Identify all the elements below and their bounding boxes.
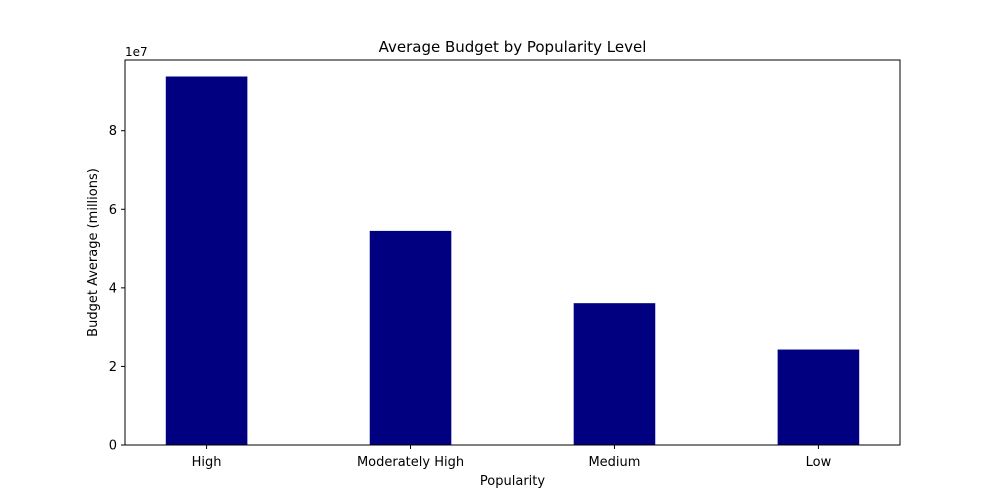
x-axis-ticks: High Moderately High Medium Low — [192, 445, 832, 470]
bar — [369, 230, 452, 445]
y-axis-ticks: 0 2 4 6 8 — [109, 124, 125, 454]
y-tick-label: 4 — [109, 281, 117, 296]
y-axis-label: Budget Average (millions) — [86, 168, 101, 337]
y-tick-label: 2 — [109, 360, 117, 375]
y-tick-label: 0 — [109, 439, 117, 454]
y-tick-label: 8 — [109, 124, 117, 139]
chart-title: Average Budget by Popularity Level — [379, 38, 647, 56]
y-tick-label: 6 — [109, 203, 117, 218]
bars-layer — [165, 76, 860, 445]
bar — [165, 76, 248, 445]
plot-area-frame — [124, 59, 901, 446]
bar — [573, 303, 656, 445]
x-tick-label: Low — [806, 455, 832, 470]
bar — [777, 349, 860, 445]
x-tick-label: Medium — [588, 455, 640, 470]
x-tick-label: Moderately High — [357, 455, 464, 470]
x-axis-label: Popularity — [480, 474, 545, 489]
x-tick-label: High — [192, 455, 222, 470]
y-axis-offset-label: 1e7 — [125, 45, 148, 59]
